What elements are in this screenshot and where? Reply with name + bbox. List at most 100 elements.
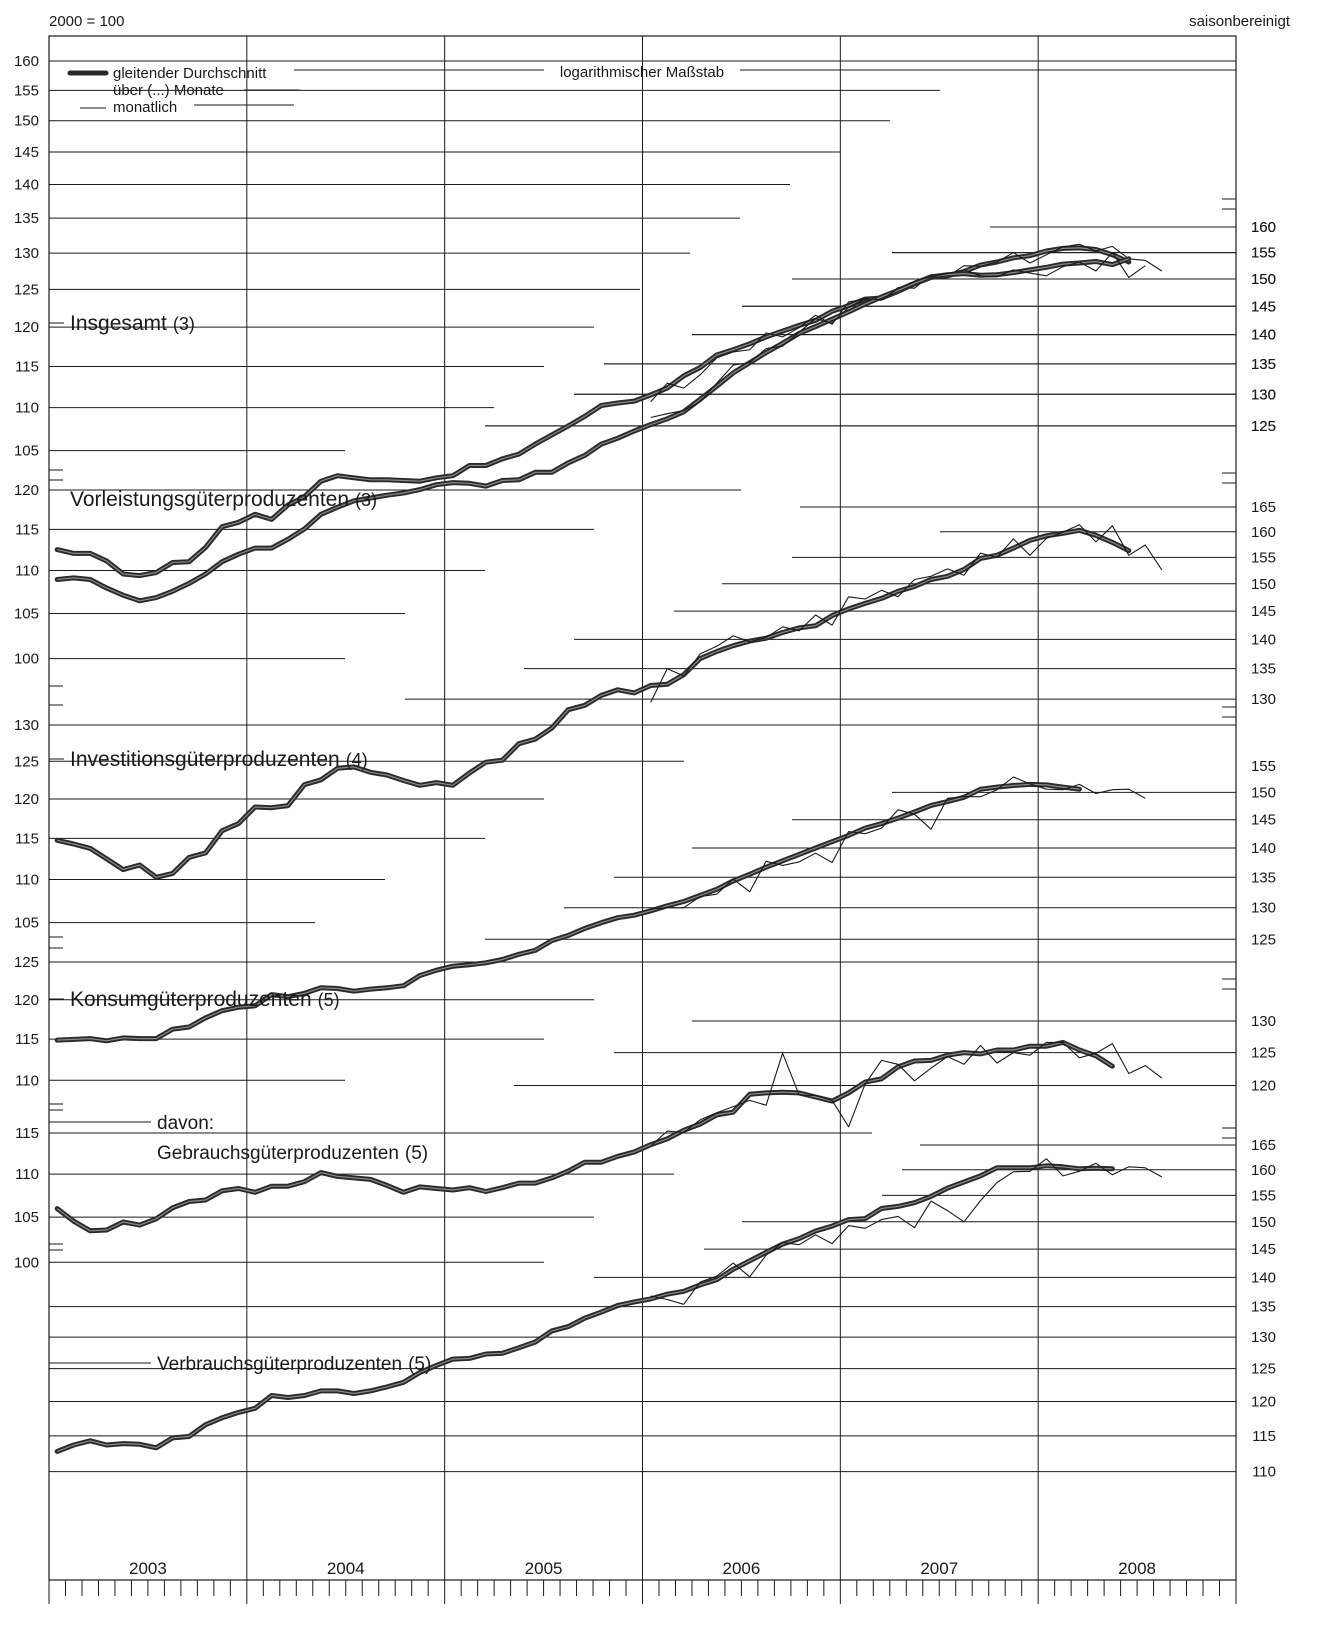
series-line-monthly <box>650 252 1146 419</box>
tick-label-left: 115 <box>15 521 39 538</box>
tick-label-left: 115 <box>15 358 39 375</box>
tick-label-right: 130 <box>1251 1329 1276 1346</box>
tick-label-left: 120 <box>14 791 39 808</box>
tick-label-right: 145 <box>1251 812 1276 829</box>
series-line-monthly <box>650 1158 1163 1305</box>
tick-label-right: 130 <box>1251 1013 1276 1030</box>
tick-label-right: 145 <box>1251 1241 1276 1258</box>
tick-label-right: 160 <box>1251 219 1276 236</box>
series-line-smooth-core <box>57 783 1080 1042</box>
tick-label-right: 140 <box>1251 840 1276 857</box>
legend-monthly-label: monatlich <box>113 99 177 116</box>
year-label: 2007 <box>920 1559 958 1578</box>
series-line-smooth-core <box>56 1165 1113 1452</box>
tick-label-right: 120 <box>1251 1394 1276 1411</box>
tick-label-right: 130 <box>1251 386 1276 403</box>
panel-investition <box>54 524 1163 880</box>
panel-insgesamt <box>54 243 1163 579</box>
panel-prefix: davon: <box>157 1113 214 1134</box>
year-label: 2003 <box>129 1559 167 1578</box>
tick-label-left: 120 <box>14 319 39 336</box>
tick-label-left: 135 <box>14 210 39 227</box>
tick-label-right: 135 <box>1251 356 1276 373</box>
tick-label-right: 140 <box>1251 327 1276 344</box>
series-line-smooth-core <box>57 529 1130 878</box>
tick-label-right: 120 <box>1251 1077 1276 1094</box>
adjustment-label: saisonbereinigt <box>1189 13 1291 30</box>
tick-label-right: 135 <box>1251 869 1276 886</box>
tick-label-left: 100 <box>14 651 39 668</box>
series-layer <box>54 243 1163 1454</box>
tick-label-right: 150 <box>1251 576 1276 593</box>
tick-label-left: 120 <box>14 992 39 1009</box>
tick-label-left: 110 <box>15 562 39 579</box>
tick-label-right: 140 <box>1251 631 1276 648</box>
tick-label-right: 145 <box>1251 298 1276 315</box>
panel-title: Insgesamt (3) <box>70 312 195 335</box>
tick-label-right: 135 <box>1251 356 1276 373</box>
tick-label-right: 110 <box>1252 1464 1276 1481</box>
tick-label-right: 155 <box>1251 245 1276 262</box>
tick-label-right: 125 <box>1251 931 1276 948</box>
series-line-monthly <box>650 1041 1163 1147</box>
panel-title: Investitionsgüterproduzenten (4) <box>70 748 368 771</box>
tick-label-right: 160 <box>1251 524 1276 541</box>
tick-label-right: 145 <box>1251 298 1276 315</box>
tick-label-left: 145 <box>14 144 39 161</box>
panel-title: Gebrauchsgüterproduzenten (5) <box>157 1143 428 1164</box>
tick-label-right: 135 <box>1251 661 1276 678</box>
tick-label-right: 150 <box>1251 784 1276 801</box>
tick-label-right: 150 <box>1251 1214 1276 1231</box>
tick-label-left: 105 <box>14 443 39 460</box>
tick-label-right: 125 <box>1251 1045 1276 1062</box>
tick-label-left: 125 <box>14 281 39 298</box>
tick-label-right: 165 <box>1251 499 1276 516</box>
legend-smooth-label-2: über (...) Monate <box>113 82 224 99</box>
tick-label-right: 115 <box>1252 1428 1276 1445</box>
tick-label-left: 155 <box>14 82 39 99</box>
tick-label-left: 140 <box>14 177 39 194</box>
tick-label-left: 160 <box>14 53 39 70</box>
tick-label-right: 125 <box>1251 418 1276 435</box>
tick-label-right: 155 <box>1251 549 1276 566</box>
series-line-smooth <box>54 256 1132 604</box>
tick-label-right: 155 <box>1251 245 1276 262</box>
tick-label-left: 150 <box>14 113 39 130</box>
tick-label-right: 160 <box>1251 1162 1276 1179</box>
tick-label-right: 155 <box>1251 1187 1276 1204</box>
scale-label: logarithmischer Maßstab <box>560 64 724 81</box>
tick-label-right: 130 <box>1251 691 1276 708</box>
tick-label-right: 160 <box>1251 219 1276 236</box>
tick-label-left: 125 <box>14 753 39 770</box>
year-label: 2005 <box>525 1559 563 1578</box>
base-label: 2000 = 100 <box>49 13 125 30</box>
tick-label-left: 125 <box>14 954 39 971</box>
panel-title: Verbrauchsgüterproduzenten (5) <box>157 1354 431 1375</box>
series-line-smooth <box>54 1039 1115 1234</box>
panel-vorleistung <box>54 252 1146 604</box>
tick-label-left: 110 <box>15 400 39 417</box>
panel-konsum <box>54 776 1146 1044</box>
tick-label-right: 165 <box>1251 1137 1276 1154</box>
tick-label-right: 150 <box>1251 271 1276 288</box>
series-line-smooth <box>54 527 1132 880</box>
tick-label-right: 130 <box>1251 900 1276 917</box>
panel-gebrauch <box>54 1039 1163 1234</box>
series-line-monthly <box>650 776 1146 910</box>
tick-label-left: 110 <box>15 1072 39 1089</box>
tick-label-left: 100 <box>14 1254 39 1271</box>
tick-label-right: 140 <box>1251 327 1276 344</box>
tick-label-left: 105 <box>14 1209 39 1226</box>
tick-label-left: 110 <box>15 872 39 889</box>
tick-label-left: 130 <box>14 245 39 262</box>
series-line-monthly <box>650 524 1163 703</box>
tick-label-right: 135 <box>1251 1299 1276 1316</box>
panel-verbrauch <box>54 1158 1163 1454</box>
tick-label-left: 130 <box>14 717 39 734</box>
tick-label-left: 115 <box>15 1125 39 1142</box>
year-label: 2008 <box>1118 1559 1156 1578</box>
label-layer: 2003 2004 2005 2006 2007 2008 105 110 115 120 125 1… <box>14 53 1276 1578</box>
tick-label-left: 115 <box>15 1031 39 1048</box>
